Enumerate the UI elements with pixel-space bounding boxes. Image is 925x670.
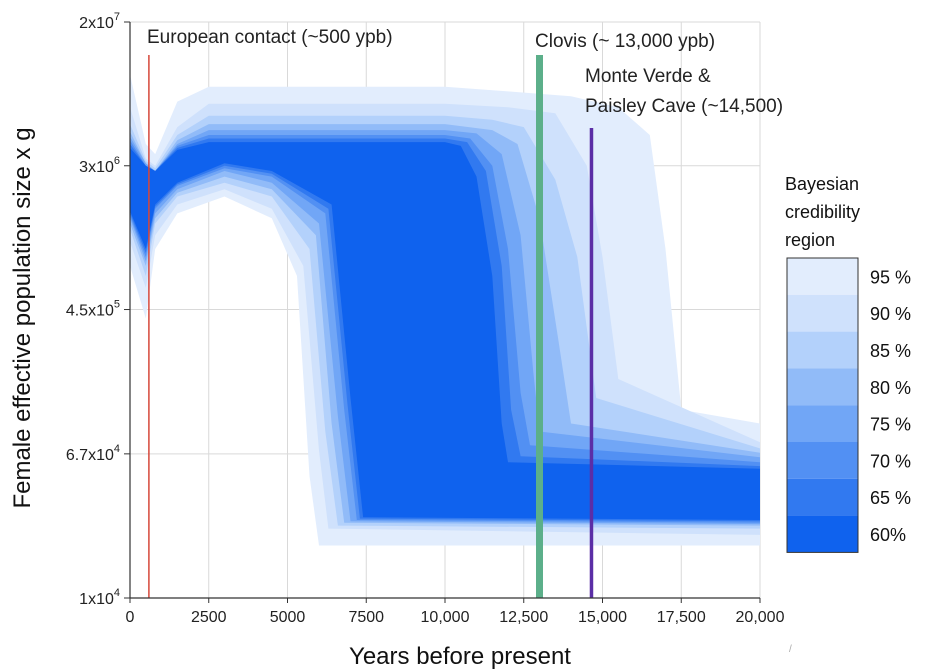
event-lines: European contact (~500 ypb) Clovis (~ 13,… [147,27,783,598]
legend-swatch [787,405,858,442]
legend-title: region [785,230,835,250]
decorative-mark: / [789,644,792,655]
x-ticks: 0 2500 5000 7500 10,000 12,500 15,000 17,500 20,… [126,598,785,626]
legend-label: 65 % [870,488,911,508]
legend-frame [786,257,859,553]
x-tick-label: 5000 [270,609,306,626]
legend-swatch [787,368,858,406]
legend-swatch [787,515,858,553]
legend-label: 75 % [870,415,911,435]
legend-label: 85 % [870,341,911,361]
y-tick-label: 1x104 [79,587,120,608]
x-tick-label: 20,000 [736,609,785,626]
x-tick-label: 17,500 [657,609,706,626]
event-label: European contact (~500 ypb) [147,27,393,48]
legend-swatch [787,294,858,332]
x-tick-label: 0 [126,609,135,626]
legend-swatch [787,331,858,369]
legend-label: 95 % [870,267,911,287]
x-tick-label: 10,000 [421,609,470,626]
y-ticks: 2x107 3x106 4.5x105 6.7x104 1x104 [66,11,130,608]
x-axis-label: Years before present [349,643,571,670]
y-tick-label: 3x106 [79,155,120,176]
legend-label: 70 % [870,451,911,471]
legend-swatch [787,442,858,479]
x-tick-label: 7500 [348,609,384,626]
event-label: Monte Verde & [585,66,711,87]
y-axis-label: Female effective population size x g [9,127,36,508]
legend-label: 80 % [870,378,911,398]
band-8 [130,142,760,520]
credibility-bands [130,74,760,546]
x-tick-label: 12,500 [499,609,548,626]
y-tick-label: 4.5x105 [66,299,120,320]
y-axis-label-text: Female effective population size x g [9,127,36,508]
legend-swatch [787,258,858,295]
x-tick-label: 15,000 [578,609,627,626]
legend: Bayesian credibility region 95 % 90 % 85 % 80 … [785,174,911,553]
legend-title: credibility [785,202,860,222]
event-label: Paisley Cave (~14,500) [585,96,783,117]
event-label: Clovis (~ 13,000 ypb) [535,31,715,52]
legend-label: 90 % [870,304,911,324]
legend-swatch [787,478,858,516]
y-tick-label: 6.7x104 [66,443,120,464]
legend-label: 60% [870,525,906,545]
legend-title: Bayesian [785,174,859,194]
y-tick-label: 2x107 [79,11,120,32]
x-tick-label: 2500 [191,609,227,626]
